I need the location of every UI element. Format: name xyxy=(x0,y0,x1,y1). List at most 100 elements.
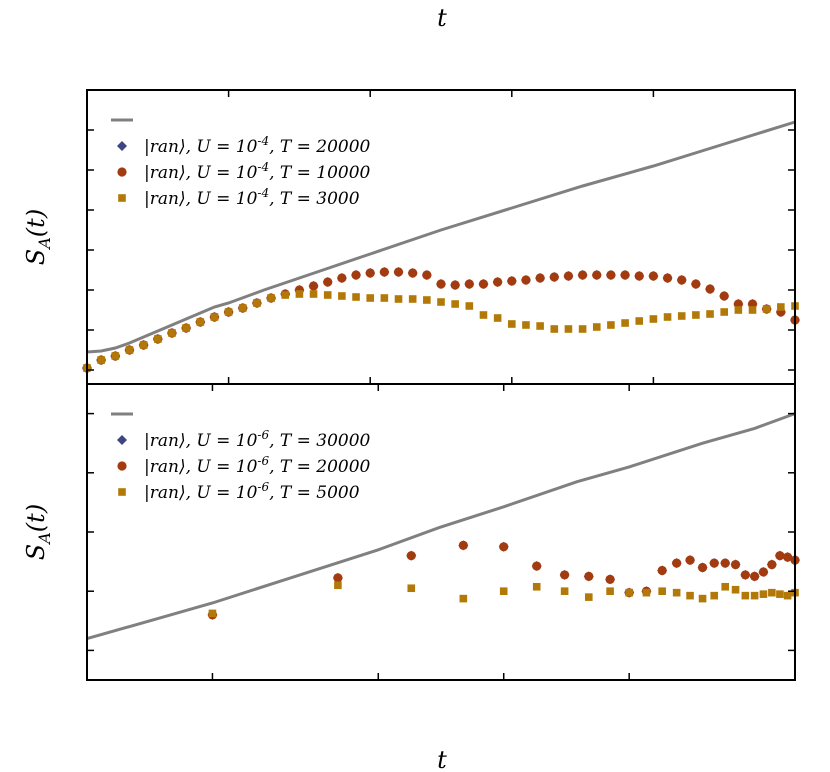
data-point xyxy=(560,587,569,595)
data-point xyxy=(253,299,261,307)
data-point xyxy=(393,267,404,277)
data-point xyxy=(625,588,633,597)
top-axis-title: t xyxy=(437,4,447,32)
data-point xyxy=(767,559,777,570)
series-group xyxy=(208,581,799,618)
data-point xyxy=(338,292,346,300)
series-group xyxy=(83,290,799,372)
data-point xyxy=(379,267,389,277)
data-point xyxy=(606,270,616,280)
data-point xyxy=(549,272,559,282)
data-point xyxy=(657,565,667,576)
legend-label: |ran⟩, U = 10-6, T = 5000 xyxy=(144,480,360,503)
data-point xyxy=(783,591,792,600)
data-point xyxy=(750,591,759,600)
data-point xyxy=(720,558,730,568)
data-point xyxy=(323,291,332,299)
data-point xyxy=(334,581,342,590)
data-point xyxy=(605,574,615,584)
data-point xyxy=(295,290,304,298)
data-point xyxy=(768,588,776,597)
data-point xyxy=(154,335,162,343)
data-point xyxy=(783,552,793,562)
data-point xyxy=(532,561,542,571)
data-point xyxy=(423,296,431,304)
data-point xyxy=(662,273,673,283)
data-point xyxy=(709,558,719,568)
legend-marker-2 xyxy=(117,167,127,177)
legend-label: |ran⟩, U = 10-6, T = 20000 xyxy=(144,454,371,477)
data-point xyxy=(535,273,545,283)
data-point xyxy=(380,294,389,302)
reference-curve xyxy=(86,120,796,354)
data-point xyxy=(479,311,488,319)
data-point xyxy=(741,591,750,600)
legend: |ran⟩, U = 10-4, T = 20000 |ran⟩, U = 10-… xyxy=(111,118,371,209)
data-point xyxy=(584,593,593,601)
data-point xyxy=(620,270,630,280)
data-point xyxy=(721,582,730,591)
data-point xyxy=(758,567,769,577)
data-point xyxy=(323,277,333,287)
data-point xyxy=(663,313,672,321)
data-point xyxy=(578,325,587,333)
data-point xyxy=(606,587,614,595)
data-point xyxy=(730,559,741,570)
data-point xyxy=(238,304,247,312)
data-point xyxy=(648,271,659,281)
data-point xyxy=(464,279,474,289)
data-point xyxy=(437,298,445,306)
data-point xyxy=(451,300,459,308)
data-point xyxy=(168,329,176,337)
plot-frame xyxy=(86,383,796,681)
data-point xyxy=(507,276,517,286)
legend-label: |ran⟩, U = 10-4, T = 20000 xyxy=(144,134,371,157)
data-point xyxy=(333,573,343,583)
data-point xyxy=(499,542,509,552)
data-point xyxy=(182,324,190,332)
data-point xyxy=(196,318,205,326)
data-point xyxy=(365,268,375,278)
data-point xyxy=(493,314,502,322)
data-point xyxy=(521,275,531,285)
data-point xyxy=(281,291,290,299)
data-point xyxy=(508,320,516,328)
data-point xyxy=(499,587,508,595)
series-group xyxy=(82,267,800,373)
data-point xyxy=(691,279,701,289)
data-point xyxy=(584,571,594,582)
data-point xyxy=(686,591,694,600)
data-point xyxy=(750,571,760,582)
data-point xyxy=(592,270,602,280)
data-point xyxy=(458,540,468,550)
data-point xyxy=(224,308,233,316)
data-point xyxy=(719,291,729,301)
data-point xyxy=(536,322,544,330)
data-point xyxy=(705,284,715,294)
data-point xyxy=(563,271,574,281)
legend: |ran⟩, U = 10-6, T = 30000 |ran⟩, U = 10-… xyxy=(111,412,371,503)
data-point xyxy=(698,594,707,603)
data-point xyxy=(493,277,503,287)
data-point xyxy=(777,303,785,311)
data-point xyxy=(748,306,757,314)
data-point xyxy=(309,290,318,298)
data-point xyxy=(692,311,700,319)
data-point xyxy=(759,590,768,598)
data-point xyxy=(408,295,417,303)
legend-marker-1 xyxy=(117,435,127,445)
data-point xyxy=(677,275,687,285)
reference-curve xyxy=(86,412,796,641)
data-point xyxy=(550,325,559,333)
data-point xyxy=(642,588,651,597)
data-point xyxy=(139,341,148,349)
series-group xyxy=(207,540,800,620)
data-point xyxy=(267,294,275,302)
data-point xyxy=(740,570,750,580)
data-point xyxy=(607,321,615,329)
data-point xyxy=(734,306,743,314)
data-point xyxy=(685,555,695,565)
series-group xyxy=(207,540,800,620)
data-point xyxy=(125,346,134,354)
